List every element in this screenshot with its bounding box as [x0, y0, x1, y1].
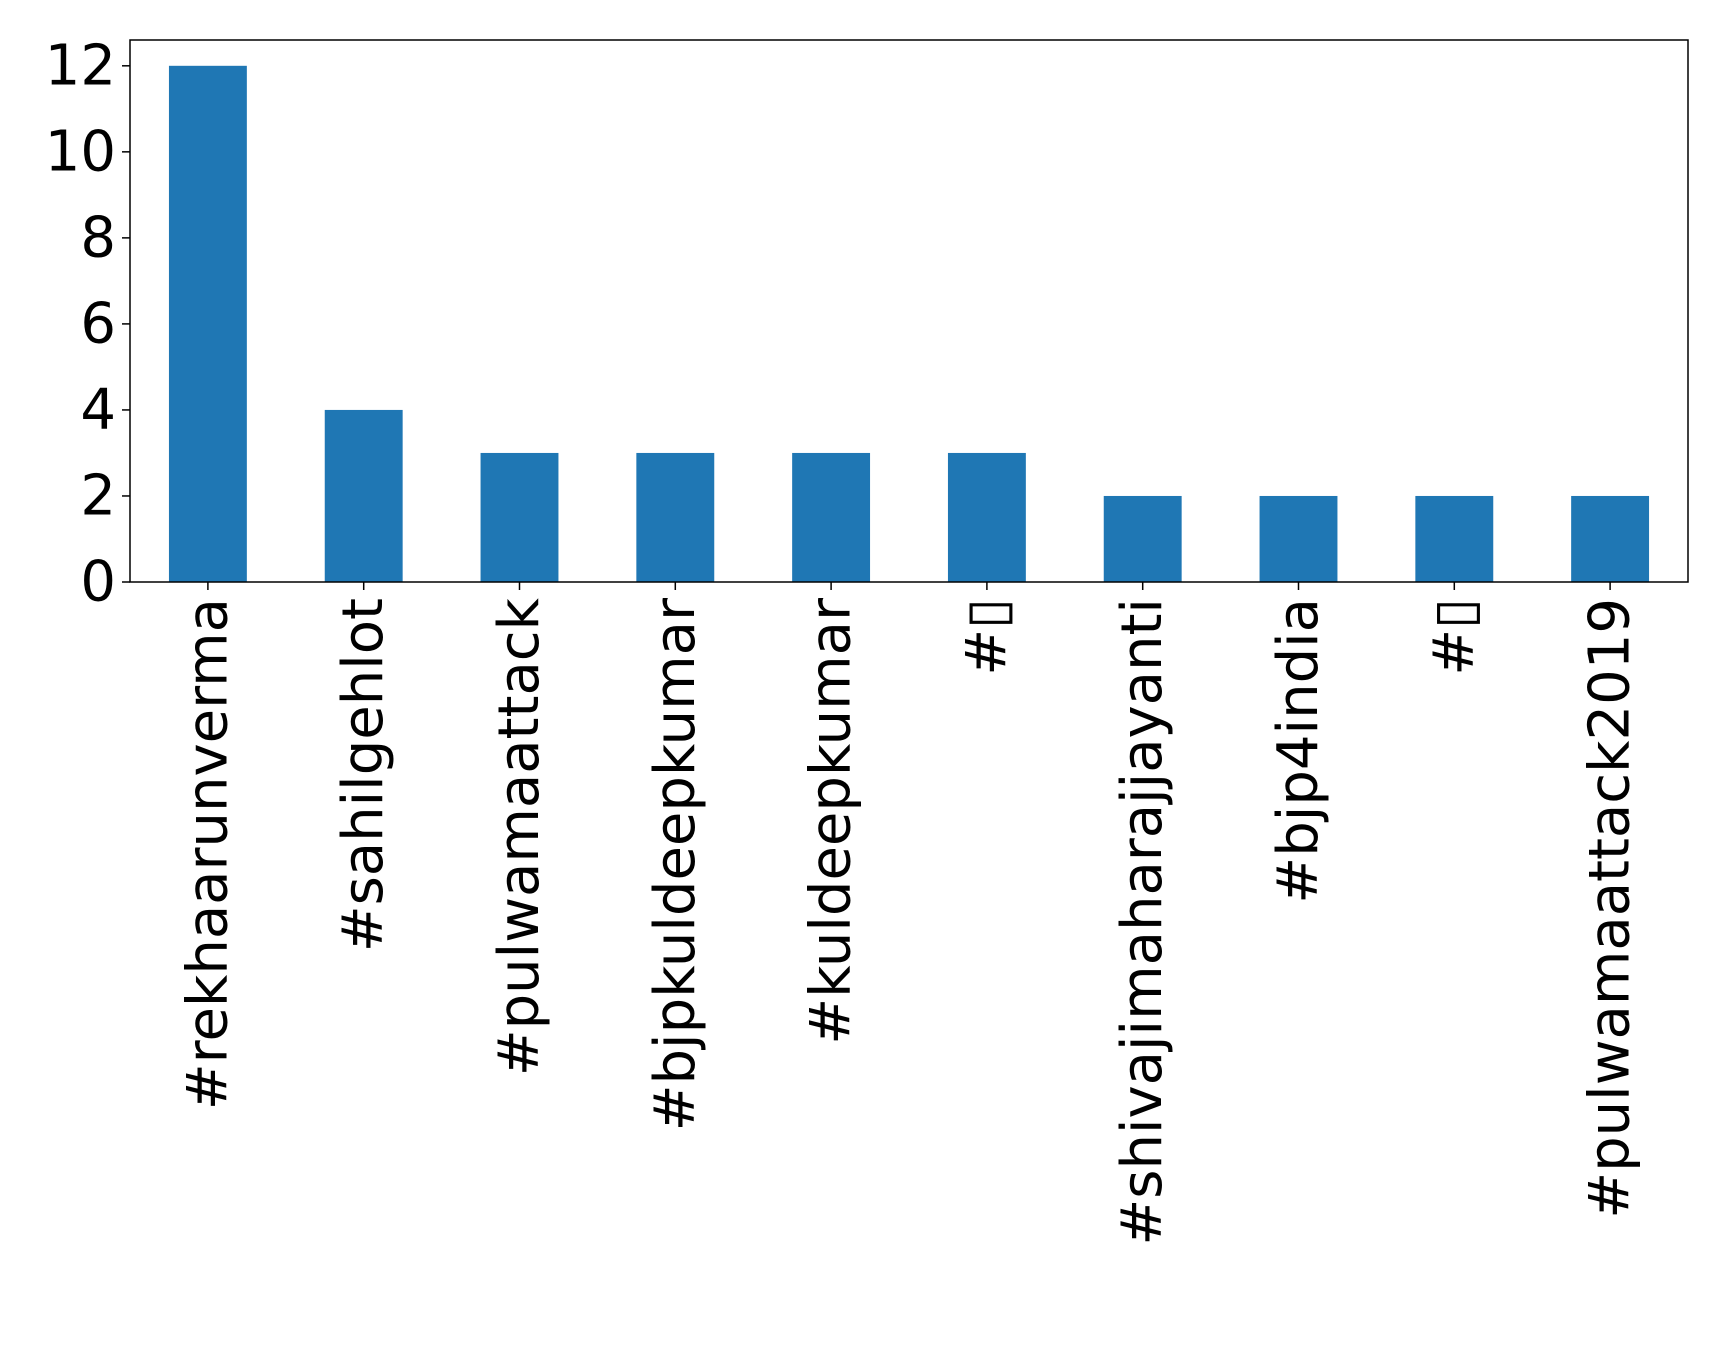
x-tick-label: #shivajimaharajjayanti — [1110, 598, 1175, 1246]
x-tick-label: #kuldeepkumar — [799, 597, 864, 1045]
x-tick-label: #rekhaarunverma — [175, 598, 240, 1110]
plot-frame — [129, 39, 1689, 583]
y-tick-label: 0 — [80, 550, 116, 615]
bar-7 — [1259, 495, 1338, 582]
y-tick-label: 4 — [80, 377, 116, 442]
bar-1 — [324, 409, 403, 582]
x-axis: #rekhaarunverma #sahilgehlot #pulwamaattac… — [175, 582, 1643, 1246]
x-tick-label: #▯ — [1422, 598, 1487, 676]
bars-group — [168, 65, 1650, 583]
bar-4 — [792, 452, 871, 582]
bar-6 — [1103, 495, 1182, 582]
bar-8 — [1415, 495, 1494, 582]
bar-5 — [947, 452, 1026, 582]
x-tick-label: #bjp4india — [1266, 598, 1331, 904]
bar-3 — [636, 452, 715, 582]
y-tick-label: 6 — [80, 291, 116, 356]
y-axis: 0 2 4 6 8 10 12 — [45, 33, 130, 615]
bar-2 — [480, 452, 559, 582]
y-tick-label: 10 — [45, 119, 116, 184]
bar-9 — [1571, 495, 1650, 582]
x-tick-label: #sahilgehlot — [331, 598, 396, 952]
x-tick-label: #pulwamaattack2019 — [1578, 598, 1643, 1219]
bar-0 — [168, 65, 247, 583]
y-tick-label: 8 — [80, 205, 116, 270]
x-tick-label: #pulwamaattack — [487, 597, 552, 1076]
y-tick-label: 2 — [80, 463, 116, 528]
y-tick-label: 12 — [45, 33, 116, 98]
x-tick-label: #bjpkuldeepkumar — [643, 597, 708, 1131]
x-tick-label: #▯ — [954, 598, 1019, 676]
